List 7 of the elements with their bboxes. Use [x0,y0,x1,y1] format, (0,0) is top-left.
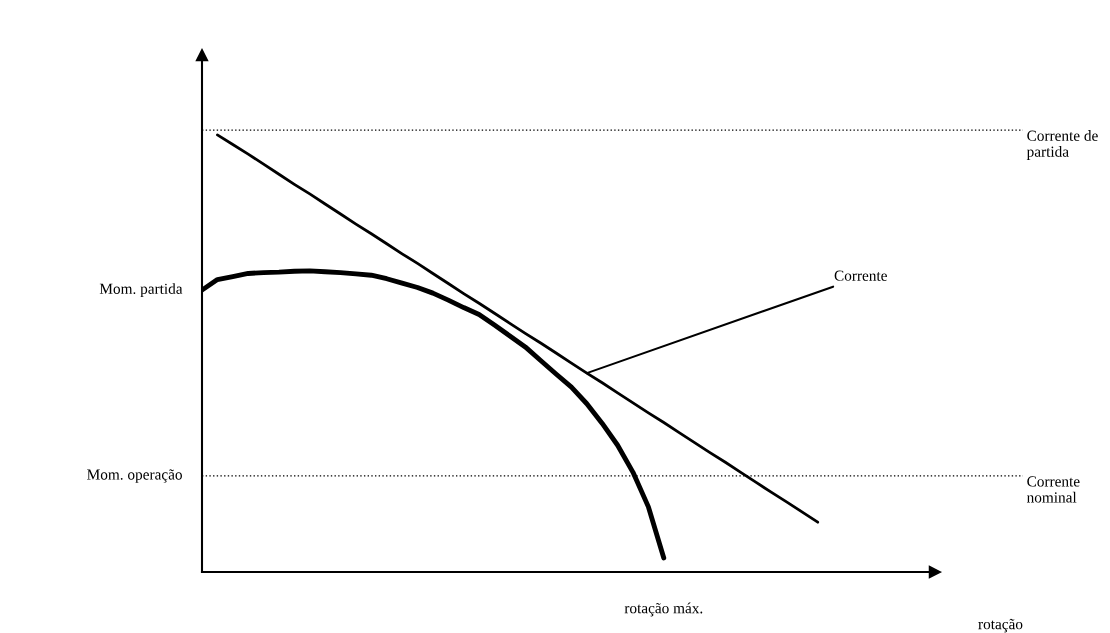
text: rotação máx. [624,602,703,617]
ref-line-label: Corrente nominal [1026,476,1080,503]
text: Corrente [834,270,887,281]
ref-line-label: Corrente de partida [1026,130,1098,160]
text: rotação [978,618,1023,633]
text: Mom. partida [99,283,183,298]
text: Mom. operação [87,469,182,483]
